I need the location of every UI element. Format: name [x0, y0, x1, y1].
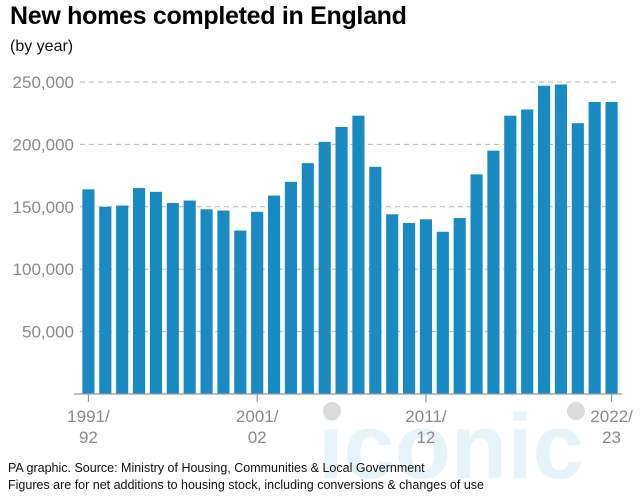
y-tick-label: 100,000: [13, 260, 74, 279]
bar: [217, 210, 230, 394]
x-tick-label: 12: [416, 428, 435, 447]
bar: [166, 203, 179, 394]
bar: [234, 230, 247, 394]
y-tick-label: 200,000: [13, 135, 74, 154]
bar: [200, 209, 213, 394]
source-line: PA graphic. Source: Ministry of Housing,…: [8, 461, 425, 475]
x-tick-label: 92: [79, 428, 98, 447]
x-tick-label: 2022/: [590, 407, 633, 426]
bar: [99, 206, 112, 394]
bar: [470, 174, 483, 394]
y-tick-label: 250,000: [13, 73, 74, 92]
bar: [352, 115, 365, 394]
x-tick-label: 2011/: [405, 407, 447, 426]
x-tick-label: 23: [602, 428, 621, 447]
bar: [267, 195, 281, 394]
iconic-watermark: iconic: [318, 396, 585, 498]
bars: [82, 84, 618, 395]
bar: [132, 188, 146, 394]
bar: [605, 101, 618, 394]
bar: [183, 200, 196, 394]
bar: [402, 223, 416, 394]
x-tick-label: 1991/: [67, 407, 110, 426]
x-tick-labels: 1991/92 2001/02 2011/12 2022/23: [67, 394, 633, 447]
chart-subtitle: (by year): [10, 38, 74, 55]
watermark-dot-left: [323, 402, 341, 420]
x-tick-label: 2001/: [236, 407, 279, 426]
bar: [386, 214, 399, 394]
bar: [251, 211, 264, 394]
bar: [453, 218, 466, 394]
y-tick-label: 50,000: [22, 323, 74, 342]
watermark-text: iconic: [318, 396, 584, 498]
bar: [419, 219, 433, 394]
bar: [284, 181, 298, 394]
bar: [436, 231, 449, 394]
bar: [487, 150, 500, 394]
footnote-line: Figures are for net additions to housing…: [8, 478, 484, 492]
watermark-dot-right: [567, 402, 585, 420]
bar: [82, 189, 95, 394]
bar: [318, 141, 331, 394]
bar: [588, 101, 601, 394]
bar: [521, 109, 534, 395]
bar: [571, 123, 584, 395]
bar: [149, 191, 163, 394]
x-tick-label: 02: [248, 428, 267, 447]
bar: [335, 126, 348, 395]
bar: [301, 163, 314, 394]
bar: [116, 205, 129, 394]
bar: [504, 115, 517, 394]
y-tick-labels: 50,000 100,000 150,000 200,000 250,000: [13, 73, 74, 342]
bar: [369, 166, 382, 394]
chart-title: New homes completed in England: [10, 2, 407, 30]
y-tick-label: 150,000: [13, 198, 74, 217]
bar: [554, 84, 568, 394]
bar: [537, 85, 551, 395]
